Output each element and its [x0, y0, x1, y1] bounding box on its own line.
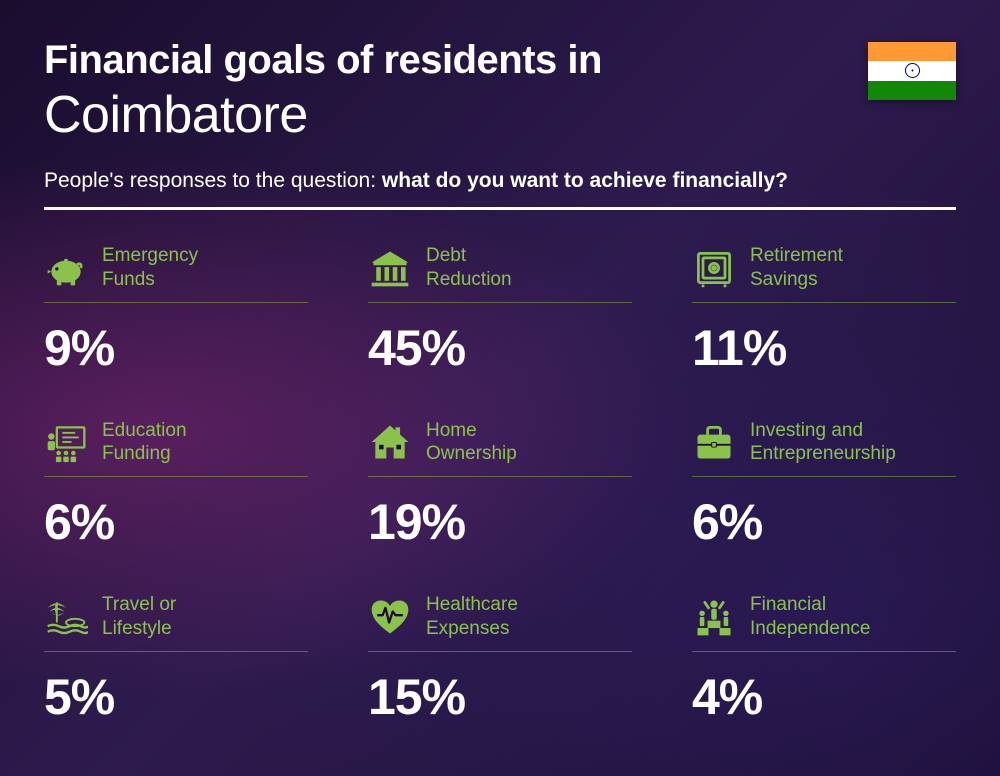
goal-emergency-funds: EmergencyFunds 9% [44, 244, 308, 377]
goal-financial-independence: FinancialIndependence 4% [692, 593, 956, 726]
goal-head: DebtReduction [368, 244, 632, 303]
goal-retirement-savings: RetirementSavings 11% [692, 244, 956, 377]
goal-education-funding: EducationFunding 6% [44, 419, 308, 552]
goal-travel-lifestyle: Travel orLifestyle 5% [44, 593, 308, 726]
goal-label: FinancialIndependence [750, 593, 870, 641]
education-icon [44, 420, 88, 464]
goal-label: Travel orLifestyle [102, 593, 176, 641]
goal-value: 11% [692, 319, 956, 377]
goal-head: RetirementSavings [692, 244, 956, 303]
header: Financial goals of residents in Coimbato… [44, 38, 956, 145]
goal-healthcare-expenses: HealthcareExpenses 15% [368, 593, 632, 726]
safe-icon [692, 246, 736, 290]
goal-value: 45% [368, 319, 632, 377]
goal-value: 6% [692, 493, 956, 551]
goal-label: HomeOwnership [426, 419, 517, 467]
title-line1: Financial goals of residents in [44, 38, 956, 83]
healthcare-icon [368, 595, 412, 639]
goal-investing-entrepreneurship: Investing andEntrepreneurship 6% [692, 419, 956, 552]
goal-label: Investing andEntrepreneurship [750, 419, 896, 467]
subtitle-bold: what do you want to achieve financially? [382, 169, 788, 192]
goal-value: 9% [44, 319, 308, 377]
infographic-container: Financial goals of residents in Coimbato… [0, 0, 1000, 764]
goal-head: FinancialIndependence [692, 593, 956, 652]
briefcase-icon [692, 420, 736, 464]
goal-label: DebtReduction [426, 244, 512, 292]
house-icon [368, 420, 412, 464]
goal-label: RetirementSavings [750, 244, 843, 292]
subtitle: People's responses to the question: what… [44, 169, 956, 193]
flag-green [868, 81, 956, 100]
goals-grid: EmergencyFunds 9% DebtReduction 45% [44, 244, 956, 726]
flag-white [868, 61, 956, 80]
subtitle-prefix: People's responses to the question: [44, 169, 382, 192]
goal-label: HealthcareExpenses [426, 593, 518, 641]
goal-value: 15% [368, 668, 632, 726]
piggy-bank-icon [44, 246, 88, 290]
independence-icon [692, 595, 736, 639]
ashoka-chakra-icon [905, 63, 920, 78]
goal-head: HomeOwnership [368, 419, 632, 478]
flag-saffron [868, 42, 956, 61]
goal-debt-reduction: DebtReduction 45% [368, 244, 632, 377]
travel-icon [44, 595, 88, 639]
goal-head: EducationFunding [44, 419, 308, 478]
goal-value: 4% [692, 668, 956, 726]
goal-head: Investing andEntrepreneurship [692, 419, 956, 478]
goal-value: 6% [44, 493, 308, 551]
divider [44, 207, 956, 210]
goal-head: EmergencyFunds [44, 244, 308, 303]
goal-label: EmergencyFunds [102, 244, 198, 292]
goal-home-ownership: HomeOwnership 19% [368, 419, 632, 552]
goal-value: 19% [368, 493, 632, 551]
title-line2: Coimbatore [44, 85, 956, 145]
goal-value: 5% [44, 668, 308, 726]
goal-head: HealthcareExpenses [368, 593, 632, 652]
goal-head: Travel orLifestyle [44, 593, 308, 652]
bank-icon [368, 246, 412, 290]
goal-label: EducationFunding [102, 419, 187, 467]
india-flag-icon [868, 42, 956, 100]
